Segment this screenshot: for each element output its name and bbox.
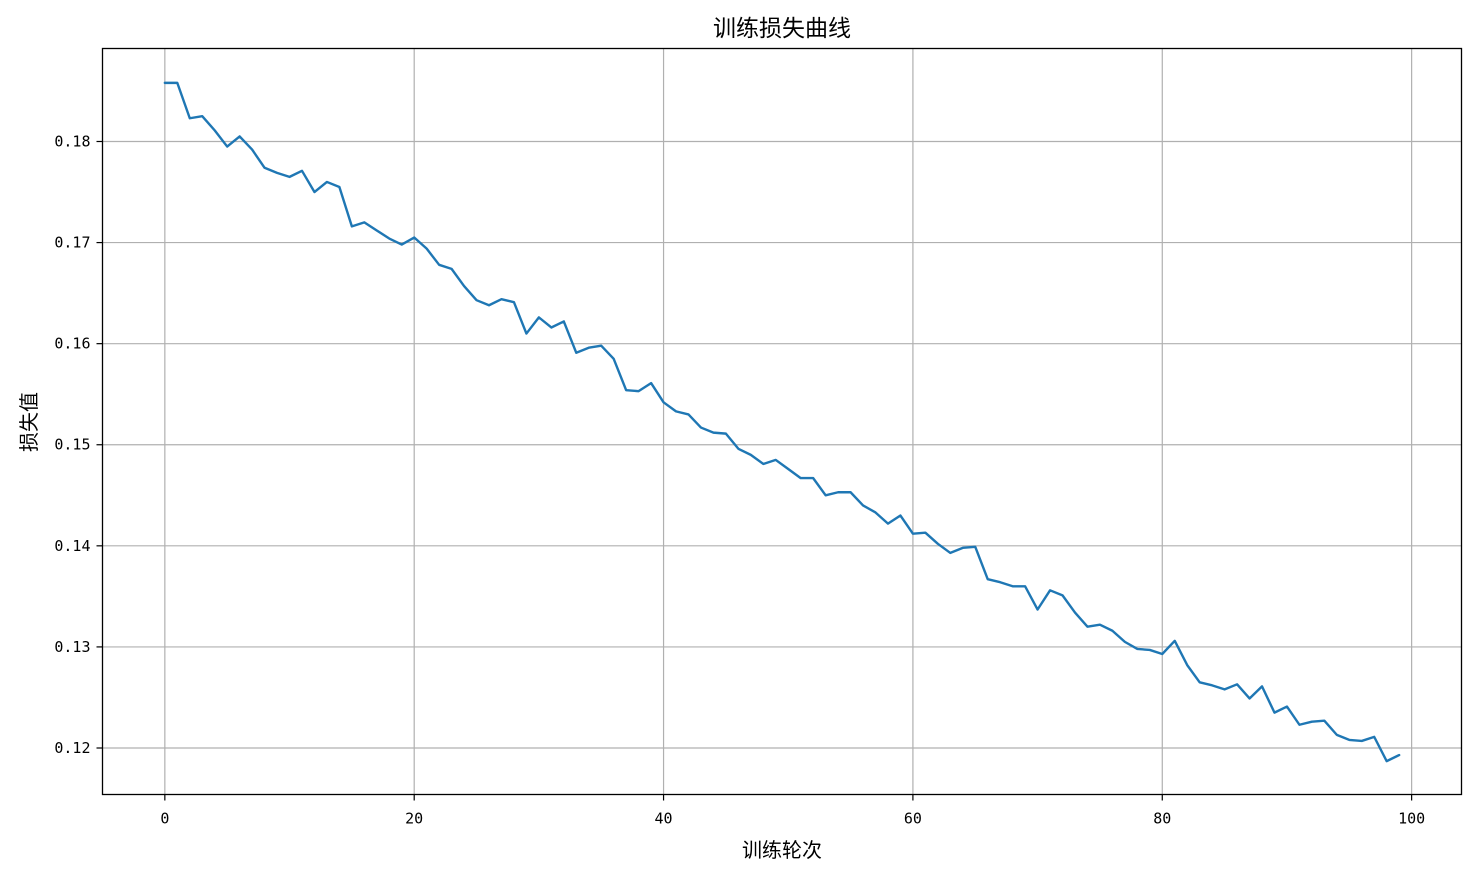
grid-lines xyxy=(102,48,1462,795)
x-tick-label: 80 xyxy=(1153,810,1171,828)
series-layer xyxy=(163,81,1401,763)
x-tick-label: 100 xyxy=(1398,810,1425,828)
y-tick-label: 0.15 xyxy=(54,436,90,454)
axis-ticks: 0 20 40 60 80 100 0.12 0.13 0.14 0.15 0.16 0.17 0.18 xyxy=(54,132,1425,827)
x-tick-label: 60 xyxy=(904,810,922,828)
y-tick-label: 0.13 xyxy=(54,638,90,656)
y-tick-label: 0.17 xyxy=(54,234,90,252)
x-tick-label: 0 xyxy=(160,810,169,828)
y-axis-label: 损失值 xyxy=(17,392,41,452)
y-tick-label: 0.14 xyxy=(54,537,90,555)
plot-frame xyxy=(101,47,1463,796)
y-tick-label: 0.16 xyxy=(54,335,90,353)
chart-title: 训练损失曲线 xyxy=(713,16,851,42)
x-tick-label: 40 xyxy=(655,810,673,828)
y-tick-label: 0.18 xyxy=(54,132,90,150)
x-tick-label: 20 xyxy=(405,810,423,828)
y-tick-label: 0.12 xyxy=(54,739,90,757)
x-axis-label: 训练轮次 xyxy=(742,838,822,862)
loss-series-line xyxy=(163,81,1401,763)
